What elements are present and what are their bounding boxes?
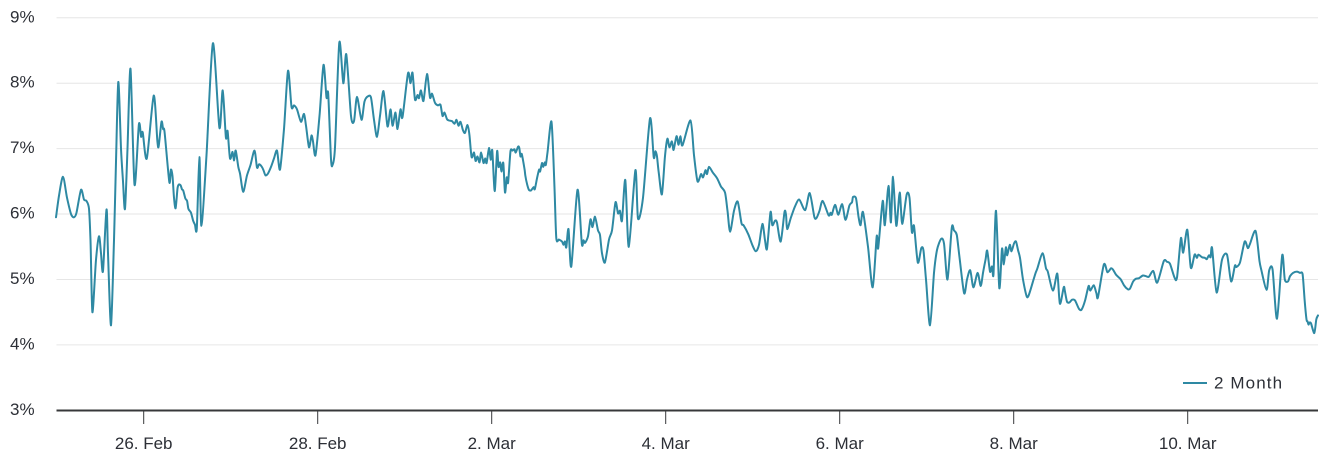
svg-text:5%: 5% xyxy=(10,269,35,288)
svg-text:26. Feb: 26. Feb xyxy=(115,434,173,453)
svg-text:28. Feb: 28. Feb xyxy=(289,434,347,453)
svg-text:3%: 3% xyxy=(10,400,35,419)
svg-text:4. Mar: 4. Mar xyxy=(642,434,691,453)
svg-text:2. Mar: 2. Mar xyxy=(468,434,517,453)
svg-text:4%: 4% xyxy=(10,334,35,353)
svg-text:9%: 9% xyxy=(10,7,35,26)
svg-text:7%: 7% xyxy=(10,138,35,157)
svg-text:2 Month: 2 Month xyxy=(1214,374,1283,393)
svg-text:10. Mar: 10. Mar xyxy=(1159,434,1217,453)
svg-text:8%: 8% xyxy=(10,73,35,92)
svg-text:6%: 6% xyxy=(10,204,35,223)
svg-text:6. Mar: 6. Mar xyxy=(816,434,865,453)
svg-text:8. Mar: 8. Mar xyxy=(990,434,1039,453)
